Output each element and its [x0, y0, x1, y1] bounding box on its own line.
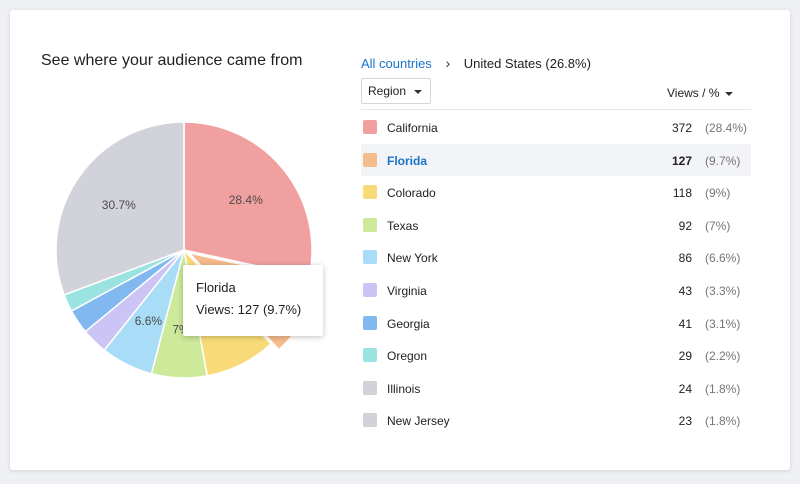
chevron-right-icon: › — [445, 55, 451, 71]
region-name: Florida — [387, 153, 428, 168]
region-name: Virginia — [387, 283, 427, 298]
series-swatch — [363, 315, 377, 330]
series-swatch — [363, 185, 377, 200]
region-name: New Jersey — [387, 414, 450, 429]
sort-label: Views / % — [667, 86, 720, 100]
region-percent: (3.3%) — [705, 283, 741, 298]
breadcrumb-current: United States (26.8%) — [463, 56, 591, 71]
region-views: 118 — [672, 186, 692, 201]
region-views: 41 — [678, 316, 692, 331]
region-name: New York — [387, 251, 438, 266]
region-percent: (1.8%) — [705, 414, 741, 429]
table-row[interactable]: Colorado 118 (9%) — [361, 176, 751, 209]
pie-slice[interactable] — [55, 121, 185, 296]
table-row[interactable]: Virginia 43 (3.3%) — [361, 274, 751, 307]
breadcrumb: All countries › United States (26.8%) — [361, 55, 591, 71]
table-row[interactable]: New York 86 (6.6%) — [361, 241, 751, 274]
region-percent: (3.1%) — [705, 316, 741, 331]
region-percent: (6.6%) — [705, 251, 741, 266]
region-views: 127 — [671, 153, 692, 168]
region-table: California 372 (28.4%) Florida 127 (9.7%) Colo… — [361, 111, 751, 437]
region-name: Georgia — [387, 316, 430, 331]
dimension-dropdown[interactable]: Region — [361, 78, 431, 104]
series-swatch — [363, 413, 377, 428]
region-name: Illinois — [387, 381, 421, 396]
slice-label: 6.6% — [135, 314, 163, 328]
table-row[interactable]: New Jersey 23 (1.8%) — [361, 404, 751, 437]
card-title: See where your audience came from — [41, 52, 303, 69]
region-name: Oregon — [387, 349, 428, 364]
region-views: 43 — [678, 283, 692, 298]
region-views: 372 — [671, 121, 692, 135]
region-percent: (9%) — [705, 186, 731, 201]
series-swatch — [363, 152, 377, 167]
region-percent: (7%) — [705, 218, 731, 233]
slice-label: 30.7% — [102, 198, 136, 212]
tooltip-name: Florida — [196, 280, 236, 295]
table-row[interactable]: Florida 127 (9.7%) — [361, 143, 751, 177]
region-percent: (9.7%) — [705, 153, 741, 168]
region-views: 86 — [678, 251, 692, 266]
region-percent: (2.2%) — [705, 349, 741, 364]
table-row[interactable]: Texas 92 (7%) — [361, 209, 751, 242]
table-row[interactable]: Oregon 29 (2.2%) — [361, 339, 751, 372]
series-swatch — [363, 250, 377, 265]
series-swatch — [363, 380, 377, 395]
pie-slice[interactable] — [183, 121, 313, 279]
table-row[interactable]: Illinois 24 (1.8%) — [361, 372, 751, 405]
region-name: California — [387, 121, 438, 135]
region-views: 23 — [678, 414, 692, 429]
table-row[interactable]: Georgia 41 (3.1%) — [361, 307, 751, 340]
series-swatch — [363, 282, 377, 297]
pie-chart: 28.4%9%7%6.6%30.7% — [55, 121, 320, 379]
breadcrumb-all-countries[interactable]: All countries — [361, 56, 432, 71]
region-views: 24 — [678, 381, 692, 396]
chart-tooltip: Florida Views: 127 (9.7%) — [183, 265, 323, 336]
region-name: Colorado — [387, 186, 436, 201]
sort-views-button[interactable]: Views / % — [667, 86, 734, 100]
caret-down-icon — [725, 91, 734, 96]
series-swatch — [363, 348, 377, 363]
caret-down-icon — [414, 90, 422, 94]
region-percent: (28.4%) — [705, 121, 748, 135]
series-swatch — [363, 217, 377, 232]
tooltip-value: Views: 127 (9.7%) — [196, 302, 302, 317]
region-percent: (1.8%) — [705, 381, 741, 396]
audience-card: See where your audience came from 28.4% 9… — [10, 10, 790, 470]
table-divider — [361, 109, 751, 110]
dimension-dropdown-label: Region — [368, 84, 407, 98]
series-swatch — [363, 120, 377, 134]
region-views: 29 — [678, 349, 692, 364]
region-name: Texas — [387, 218, 419, 233]
table-row[interactable]: California 372 (28.4%) — [361, 111, 751, 144]
region-views: 92 — [678, 218, 692, 233]
slice-label: 28.4% — [229, 193, 263, 207]
